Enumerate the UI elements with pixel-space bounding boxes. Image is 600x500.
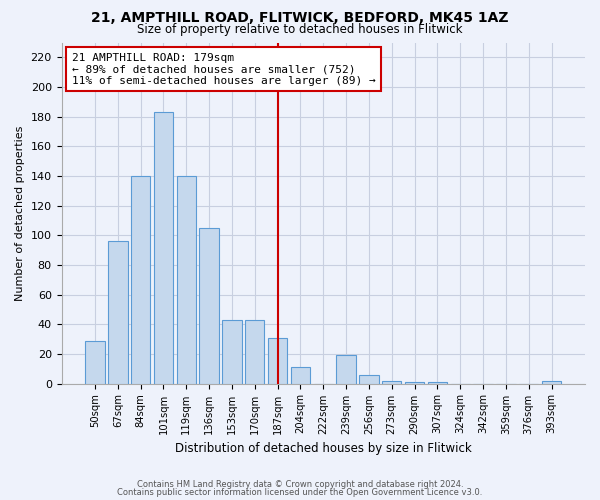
Bar	[405, 382, 424, 384]
Text: Size of property relative to detached houses in Flitwick: Size of property relative to detached ho…	[137, 22, 463, 36]
Bar	[245, 320, 265, 384]
Bar	[85, 340, 105, 384]
Bar	[359, 374, 379, 384]
X-axis label: Distribution of detached houses by size in Flitwick: Distribution of detached houses by size …	[175, 442, 472, 455]
Bar	[291, 368, 310, 384]
Text: 21 AMPTHILL ROAD: 179sqm
← 89% of detached houses are smaller (752)
11% of semi-: 21 AMPTHILL ROAD: 179sqm ← 89% of detach…	[72, 52, 376, 86]
Bar	[337, 356, 356, 384]
Text: Contains public sector information licensed under the Open Government Licence v3: Contains public sector information licen…	[118, 488, 482, 497]
Bar	[268, 338, 287, 384]
Bar	[382, 380, 401, 384]
Y-axis label: Number of detached properties: Number of detached properties	[15, 126, 25, 300]
Bar	[428, 382, 447, 384]
Text: Contains HM Land Registry data © Crown copyright and database right 2024.: Contains HM Land Registry data © Crown c…	[137, 480, 463, 489]
Bar	[222, 320, 242, 384]
Bar	[542, 380, 561, 384]
Bar	[154, 112, 173, 384]
Bar	[131, 176, 151, 384]
Bar	[199, 228, 219, 384]
Bar	[108, 241, 128, 384]
Text: 21, AMPTHILL ROAD, FLITWICK, BEDFORD, MK45 1AZ: 21, AMPTHILL ROAD, FLITWICK, BEDFORD, MK…	[91, 12, 509, 26]
Bar	[176, 176, 196, 384]
